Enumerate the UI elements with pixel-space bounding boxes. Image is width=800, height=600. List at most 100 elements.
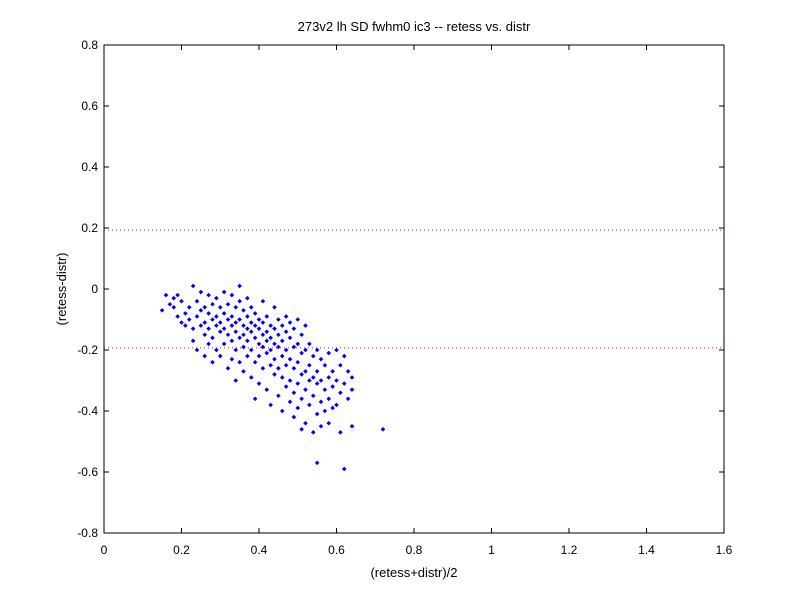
scatter-point: [314, 411, 320, 417]
scatter-point: [256, 353, 262, 359]
scatter-point: [287, 399, 293, 405]
scatter-point: [341, 353, 347, 359]
scatter-point: [186, 305, 192, 310]
scatter-point: [303, 347, 308, 353]
scatter-point: [310, 375, 316, 380]
scatter-point: [287, 356, 293, 362]
y-tick-label: -0.2: [77, 343, 98, 357]
scatter-point: [237, 359, 242, 365]
scatter-point: [268, 347, 273, 353]
scatter-point: [283, 362, 289, 368]
scatter-point: [303, 387, 308, 392]
scatter-point: [167, 301, 173, 307]
scatter-point: [241, 323, 246, 328]
scatter-point: [283, 329, 289, 334]
scatter-point: [256, 317, 262, 322]
scatter-point: [225, 332, 231, 338]
scatter-point: [276, 393, 281, 399]
scatter-point: [314, 347, 320, 353]
scatter-point: [380, 427, 386, 432]
scatter-point: [256, 381, 262, 386]
scatter-point: [210, 301, 215, 307]
scatter-point: [330, 384, 335, 389]
scatter-point: [194, 347, 200, 353]
scatter-point: [330, 369, 335, 374]
scatter-point: [221, 311, 227, 316]
y-tick-label: 0.6: [81, 99, 98, 113]
scatter-point: [264, 314, 270, 319]
scatter-point: [202, 305, 208, 310]
scatter-point: [214, 347, 219, 353]
scatter-point: [272, 326, 277, 331]
scatter-point: [183, 323, 188, 328]
scatter-point: [214, 314, 219, 319]
scatter-point: [241, 332, 246, 338]
scatter-point: [233, 305, 239, 310]
x-tick-label: 1.4: [638, 543, 655, 557]
plot-area-frame: [103, 44, 725, 534]
scatter-point: [291, 326, 297, 331]
scatter-point: [326, 420, 332, 426]
scatter-point: [229, 356, 235, 362]
scatter-point: [318, 423, 324, 429]
scatter-point: [206, 311, 211, 316]
scatter-point: [190, 338, 196, 344]
scatter-point: [260, 366, 266, 371]
scatter-point: [303, 369, 308, 374]
scatter-point: [299, 427, 304, 432]
scatter-point: [272, 356, 277, 362]
scatter-point: [276, 332, 281, 338]
scatter-point: [260, 298, 266, 304]
y-tick-label: -0.8: [77, 526, 98, 540]
x-tick-label: 0: [101, 543, 108, 557]
scatter-point: [183, 311, 188, 316]
scatter-point: [279, 353, 285, 359]
scatter-point: [233, 347, 239, 353]
scatter-point: [248, 347, 254, 353]
chart-title: 273v2 lh SD fwhm0 ic3 -- retess vs. dist…: [298, 19, 531, 34]
scatter-point: [202, 353, 208, 359]
y-axis-ticks: -0.8 -0.6 -0.4 -0.2 0 0.2 0.4 0.6 0.8: [77, 38, 724, 540]
scatter-point: [303, 420, 308, 426]
scatter-point: [349, 375, 355, 380]
scatter-point: [260, 344, 266, 350]
scatter-point: [237, 298, 242, 304]
scatter-point: [295, 341, 301, 347]
scatter-point: [276, 317, 281, 322]
scatter-point: [268, 362, 273, 368]
scatter-point: [303, 323, 308, 328]
scatter-point: [345, 396, 351, 402]
x-tick-label: 0.4: [251, 543, 268, 557]
scatter-point: [295, 317, 301, 322]
x-tick-label: 1: [488, 543, 495, 557]
scatter-point: [276, 344, 281, 350]
scatter-point: [241, 308, 246, 313]
scatter-point: [283, 347, 289, 353]
scatter-point: [310, 393, 316, 399]
scatter-point: [245, 338, 250, 344]
scatter-point: [295, 405, 301, 411]
scatter-point: [279, 323, 285, 328]
scatter-point: [198, 289, 204, 295]
scatter-point: [245, 314, 250, 319]
scatter-point: [299, 332, 304, 338]
scatter-point: [307, 362, 312, 368]
scatter-point: [225, 301, 231, 307]
scatter-point: [264, 329, 270, 334]
y-tick-label: 0.2: [81, 221, 98, 235]
scatter-point: [279, 375, 285, 380]
x-tick-label: 0.2: [173, 543, 190, 557]
x-tick-label: 0.6: [328, 543, 345, 557]
scatter-point: [283, 384, 289, 389]
scatter-point: [322, 408, 328, 414]
y-tick-label: 0.8: [81, 38, 98, 52]
scatter-point: [202, 332, 208, 338]
scatter-point: [233, 378, 239, 383]
scatter-point: [194, 314, 200, 319]
scatter-point: [341, 466, 347, 472]
scatter-point: [268, 402, 273, 408]
scatter-point: [194, 298, 200, 304]
scatter-point: [276, 366, 281, 371]
scatter-point: [279, 338, 285, 344]
scatter-point: [318, 399, 324, 405]
